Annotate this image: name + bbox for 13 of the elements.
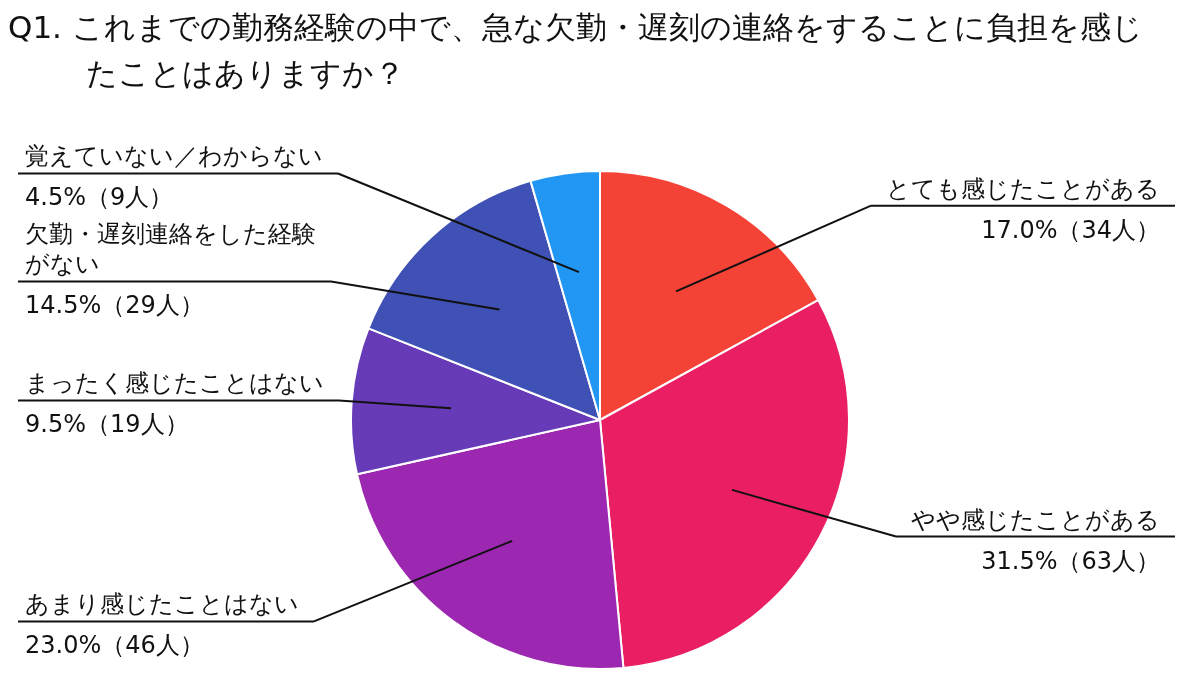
data-label: 23.0%（46人）	[25, 631, 204, 660]
slice-label: 覚えていない／わからない	[25, 142, 323, 171]
slice-label: あまり感じたことはない	[25, 590, 299, 619]
data-label: 17.0%（34人）	[981, 215, 1160, 244]
chart-title: Q1. これまでの勤務経験の中で、急な欠勤・遅刻の連絡をすることに負担を感じたことはありますか？	[8, 8, 1144, 93]
slice-label: やや感じたことがある	[911, 505, 1160, 534]
slice-label: とても感じたことがある	[886, 174, 1160, 203]
slice-label: まったく感じたことはない	[25, 369, 324, 398]
data-label: 4.5%（9人）	[25, 183, 174, 212]
data-label: 9.5%（19人）	[25, 410, 189, 439]
slice-label: 欠勤・遅刻連絡をした経験がない	[25, 220, 316, 279]
data-label: 31.5%（63人）	[981, 546, 1160, 575]
data-label: 14.5%（29人）	[25, 291, 204, 320]
